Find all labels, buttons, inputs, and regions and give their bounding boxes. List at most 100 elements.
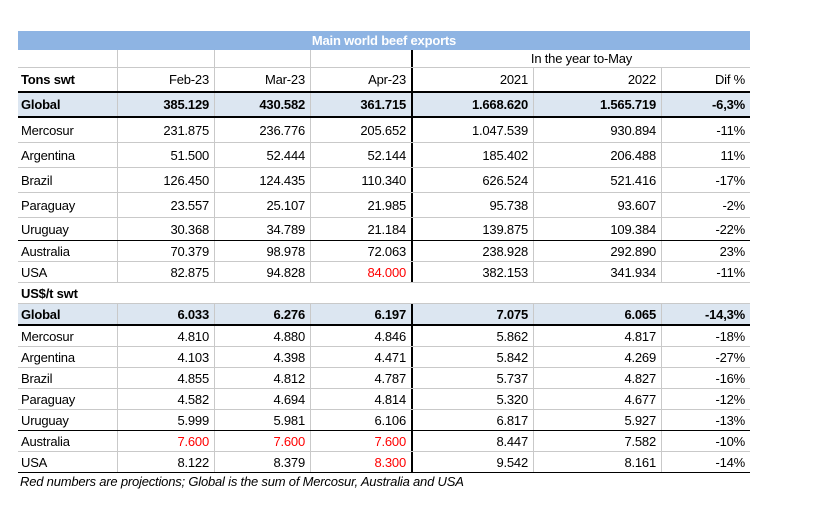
cell-value: 1.565.719 xyxy=(534,93,662,116)
cell-value: 7.075 xyxy=(413,304,534,324)
row-label: USA xyxy=(18,262,118,282)
cell-value: 4.471 xyxy=(311,347,413,367)
cell-value: 21.985 xyxy=(311,193,413,217)
table-row: Paraguay 23.557 25.107 21.985 95.738 93.… xyxy=(18,193,750,218)
cell-value: 8.379 xyxy=(215,452,311,472)
table-row: Argentina 4.103 4.398 4.471 5.842 4.269 … xyxy=(18,347,750,368)
cell-value: -14% xyxy=(715,454,745,470)
row-label: Mercosur xyxy=(18,118,118,142)
cell-value: 385.129 xyxy=(118,93,215,116)
cell-value: 110.340 xyxy=(311,168,413,192)
cell-value: 292.890 xyxy=(534,241,662,261)
cell-value: 98.978 xyxy=(215,241,311,261)
cell-value: 205.652 xyxy=(311,118,413,142)
cell-value: 4.398 xyxy=(215,347,311,367)
cell-value: 1.047.539 xyxy=(413,118,534,142)
table-row: Uruguay 30.368 34.789 21.184 139.875 109… xyxy=(18,218,750,241)
cell-value: 21.184 xyxy=(311,218,413,240)
cell-value: 4.103 xyxy=(118,347,215,367)
cell-value: -12% xyxy=(715,391,745,407)
column-header: Dif % xyxy=(714,72,745,87)
cell-value-projection: 84.000 xyxy=(311,262,413,282)
cell-value: 6.817 xyxy=(413,410,534,430)
row-label: Uruguay xyxy=(18,218,118,240)
table-row: Australia 7.600 7.600 7.600 8.447 7.582 … xyxy=(18,431,750,452)
year-to-may-header: In the year to-May xyxy=(530,51,633,66)
cell-value: 238.928 xyxy=(413,241,534,261)
row-label: Australia xyxy=(18,431,118,451)
cell-value: 521.416 xyxy=(534,168,662,192)
cell-value: 5.927 xyxy=(534,410,662,430)
row-label: Global xyxy=(18,93,118,116)
cell-value: 4.269 xyxy=(534,347,662,367)
section-header-tons: Tons swt xyxy=(18,68,118,91)
empty-cell xyxy=(118,50,215,67)
empty-cell xyxy=(215,50,311,67)
cell-value: 6.197 xyxy=(311,304,413,324)
cell-value: 9.542 xyxy=(413,452,534,472)
cell-value: 185.402 xyxy=(413,143,534,167)
cell-value: 930.894 xyxy=(534,118,662,142)
cell-value: 8.447 xyxy=(413,431,534,451)
cell-value: 72.063 xyxy=(311,241,413,261)
column-header-row: Tons swt Feb-23 Mar-23 Apr-23 2021 2022 … xyxy=(18,68,750,93)
row-label: Paraguay xyxy=(18,389,118,409)
subheader-row: In the year to-May xyxy=(18,50,750,68)
cell-value: 5.999 xyxy=(118,410,215,430)
cell-value: 6.033 xyxy=(118,304,215,324)
cell-value: 231.875 xyxy=(118,118,215,142)
cell-value: 30.368 xyxy=(118,218,215,240)
cell-value: 4.694 xyxy=(215,389,311,409)
cell-value: 82.875 xyxy=(118,262,215,282)
cell-value: 93.607 xyxy=(534,193,662,217)
row-label: Mercosur xyxy=(18,326,118,346)
column-header: Mar-23 xyxy=(215,68,311,91)
cell-value: -2% xyxy=(722,197,745,213)
column-header: Feb-23 xyxy=(118,68,215,91)
global-row-tons: Global 385.129 430.582 361.715 1.668.620… xyxy=(18,93,750,118)
cell-value: 8.122 xyxy=(118,452,215,472)
cell-value: 4.812 xyxy=(215,368,311,388)
row-label: Global xyxy=(18,304,118,324)
table-row: Uruguay 5.999 5.981 6.106 6.817 5.927 -1… xyxy=(18,410,750,431)
table-row: Paraguay 4.582 4.694 4.814 5.320 4.677 -… xyxy=(18,389,750,410)
cell-value: 70.379 xyxy=(118,241,215,261)
table-row: Argentina 51.500 52.444 52.144 185.402 2… xyxy=(18,143,750,168)
cell-value: 52.144 xyxy=(311,143,413,167)
cell-value: 109.384 xyxy=(534,218,662,240)
cell-value: 4.787 xyxy=(311,368,413,388)
row-label: Australia xyxy=(18,241,118,261)
row-label: USA xyxy=(18,452,118,472)
cell-value: 126.450 xyxy=(118,168,215,192)
cell-value: 361.715 xyxy=(311,93,413,116)
row-label: Brazil xyxy=(18,168,118,192)
cell-value: 4.817 xyxy=(534,326,662,346)
cell-value: 5.320 xyxy=(413,389,534,409)
cell-value: 94.828 xyxy=(215,262,311,282)
table-row: Brazil 126.450 124.435 110.340 626.524 5… xyxy=(18,168,750,193)
table-row: USA 82.875 94.828 84.000 382.153 341.934… xyxy=(18,262,750,283)
cell-value: 95.738 xyxy=(413,193,534,217)
row-label: Argentina xyxy=(18,347,118,367)
cell-value: 23% xyxy=(719,243,746,259)
table-row: Mercosur 4.810 4.880 4.846 5.862 4.817 -… xyxy=(18,326,750,347)
cell-value: 51.500 xyxy=(118,143,215,167)
row-label: Argentina xyxy=(18,143,118,167)
table-row: Brazil 4.855 4.812 4.787 5.737 4.827 -16… xyxy=(18,368,750,389)
cell-value: -16% xyxy=(715,370,745,386)
section-header-prices: US$/t swt xyxy=(21,285,78,301)
empty-cell xyxy=(18,50,118,67)
column-header: 2021 xyxy=(413,68,534,91)
cell-value: 4.677 xyxy=(534,389,662,409)
cell-value: 6.065 xyxy=(534,304,662,324)
cell-value: -6,3% xyxy=(712,97,745,112)
table-row: Australia 70.379 98.978 72.063 238.928 2… xyxy=(18,241,750,262)
cell-value: 124.435 xyxy=(215,168,311,192)
cell-value: 5.981 xyxy=(215,410,311,430)
table-row: Mercosur 231.875 236.776 205.652 1.047.5… xyxy=(18,118,750,143)
cell-value: -22% xyxy=(715,221,745,237)
cell-value: -27% xyxy=(715,349,745,365)
cell-value: 341.934 xyxy=(534,262,662,282)
cell-value-projection: 7.600 xyxy=(118,431,215,451)
